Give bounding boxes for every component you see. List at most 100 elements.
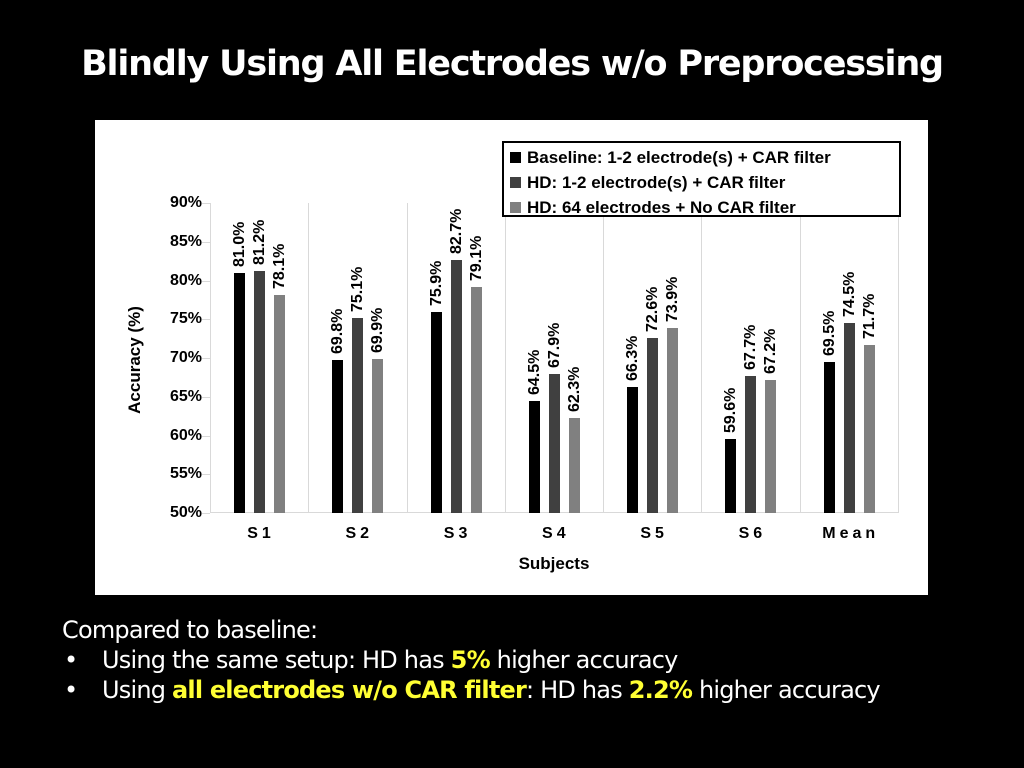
y-tick-mark (202, 474, 210, 476)
bullet-text-pre: Using the same setup: HD has (102, 646, 451, 674)
bullet-text: Using all electrodes w/o CAR filter: HD … (102, 675, 881, 705)
bar-value-label: 81.2% (251, 219, 268, 266)
bar-value-label: 69.9% (369, 307, 387, 353)
bar-value-label: 67.9% (545, 322, 563, 369)
legend-item-hd-64: HD: 64 electrodes + No CAR filter (510, 195, 899, 220)
bar-s5-series-1 (627, 386, 639, 513)
category-gridline (898, 203, 899, 513)
bar-s6-series-2 (745, 375, 757, 513)
legend-swatch-icon (510, 202, 521, 213)
x-tick-label-mean: Mean (822, 525, 880, 542)
bullet-same-setup: • Using the same setup: HD has 5% higher… (62, 645, 880, 675)
legend-label: Baseline: 1-2 electrode(s) + CAR filter (527, 147, 831, 167)
bar-value-label: 81.0% (231, 221, 248, 267)
bar-value-label: 79.1% (467, 236, 485, 282)
bullet-icon: • (64, 676, 78, 704)
y-tick-label: 90% (169, 194, 202, 211)
legend-item-baseline: Baseline: 1-2 electrode(s) + CAR filter (510, 145, 899, 170)
legend-swatch-icon (510, 177, 521, 188)
y-tick-mark (202, 203, 210, 204)
bullet-text-pre: Using (102, 676, 173, 704)
summary-notes: Compared to baseline: • Using the same s… (62, 615, 881, 705)
bar-s4-series-2 (548, 374, 560, 513)
bar-value-label: 72.6% (644, 286, 662, 332)
category-gridline (603, 203, 604, 513)
bar-chart: Accuracy (%) 50% 55% 60% 65% 70% 75% 80% 85% 90%… (95, 120, 928, 595)
bullet-text-post: higher accuracy (489, 646, 679, 674)
x-tick-label-s5: S5 (640, 525, 668, 542)
bar-value-label: 78.1% (271, 243, 288, 290)
legend-item-hd-car: HD: 1-2 electrode(s) + CAR filter (510, 170, 899, 195)
bar-s2-series-3 (372, 358, 384, 513)
bar-s5-series-2 (647, 337, 659, 513)
highlight-5-percent: 5% (450, 646, 491, 674)
slide-title: Blindly Using All Electrodes w/o Preproc… (81, 44, 944, 84)
bar-value-label: 67.7% (742, 324, 760, 370)
y-tick-label: 55% (169, 465, 202, 483)
x-tick-label-s3: S3 (443, 525, 472, 542)
bullet-icon: • (64, 646, 78, 674)
notes-intro: Compared to baseline: (62, 616, 318, 644)
y-tick-label: 50% (169, 504, 202, 521)
y-tick-mark (202, 435, 210, 437)
y-tick-mark (202, 319, 210, 321)
bar-s3-series-3 (470, 287, 482, 513)
bar-value-label: 73.9% (664, 276, 682, 322)
bullet-text-mid: : HD has (526, 676, 629, 704)
bar-s1-series-3 (274, 295, 285, 513)
bar-value-label: 82.7% (447, 208, 465, 254)
x-tick-label-s6: S6 (738, 525, 767, 542)
y-tick-label: 75% (169, 310, 202, 328)
bullet-all-electrodes: • Using all electrodes w/o CAR filter: H… (62, 675, 881, 705)
bar-mean-series-2 (843, 323, 855, 513)
y-tick-mark (202, 396, 210, 398)
category-gridline (701, 203, 702, 513)
bar-s3-series-2 (450, 259, 462, 513)
category-gridline (210, 203, 211, 513)
category-gridline (800, 203, 801, 513)
y-tick-label: 80% (169, 271, 202, 289)
bullet-text-post: higher accuracy (692, 676, 881, 704)
bar-value-label: 75.9% (427, 260, 445, 307)
y-tick-mark (202, 513, 210, 514)
bar-value-label: 64.5% (525, 349, 543, 395)
x-axis-title-text: Subjects (518, 554, 590, 573)
bar-s4-series-3 (568, 417, 580, 513)
bar-value-label: 62.3% (565, 366, 583, 412)
x-tick-label-s1: S1 (247, 525, 275, 542)
bar-s1-series-2 (254, 271, 265, 513)
plot-area: 50% 55% 60% 65% 70% 75% 80% 85% 90% 81.0% 81.2% 78.… (170, 194, 899, 542)
bar-mean-series-1 (823, 361, 835, 513)
y-tick-label: 70% (169, 349, 202, 366)
legend-label: HD: 1-2 electrode(s) + CAR filter (527, 172, 786, 192)
y-tick-mark (202, 358, 210, 359)
bar-s1-series-1 (234, 272, 245, 513)
bar-value-label: 67.2% (762, 328, 780, 374)
y-tick-mark (202, 280, 210, 282)
bullet-text: Using the same setup: HD has 5% higher a… (102, 645, 678, 675)
bar-value-label: 71.7% (860, 293, 878, 339)
category-gridline (407, 203, 408, 513)
legend-label: HD: 64 electrodes + No CAR filter (527, 197, 796, 217)
bar-value-label: 59.6% (722, 387, 740, 433)
bar-value-label: 66.3% (624, 335, 642, 381)
chart-legend: Baseline: 1-2 electrode(s) + CAR filter … (502, 141, 901, 217)
x-tick-label-s2: S2 (345, 525, 374, 542)
bar-mean-series-3 (863, 344, 875, 513)
bar-value-label: 69.5% (820, 310, 838, 356)
bar-s6-series-1 (725, 438, 737, 513)
bar-value-label: 75.1% (349, 267, 367, 313)
highlight-2-2-percent: 2.2% (628, 676, 693, 704)
y-tick-label: 60% (169, 426, 202, 444)
legend-swatch-icon (510, 152, 521, 163)
bar-s4-series-1 (528, 400, 540, 513)
category-gridline (505, 203, 506, 513)
y-tick-label: 65% (169, 387, 202, 405)
x-axis-title: Subjects (95, 554, 928, 574)
highlight-all-electrodes: all electrodes w/o CAR filter (172, 676, 527, 704)
bar-s2-series-1 (332, 359, 344, 513)
bar-s2-series-2 (352, 318, 364, 513)
bar-value-label: 69.8% (329, 308, 347, 354)
bar-value-label: 74.5% (840, 271, 858, 318)
y-tick-label: 85% (169, 232, 202, 250)
